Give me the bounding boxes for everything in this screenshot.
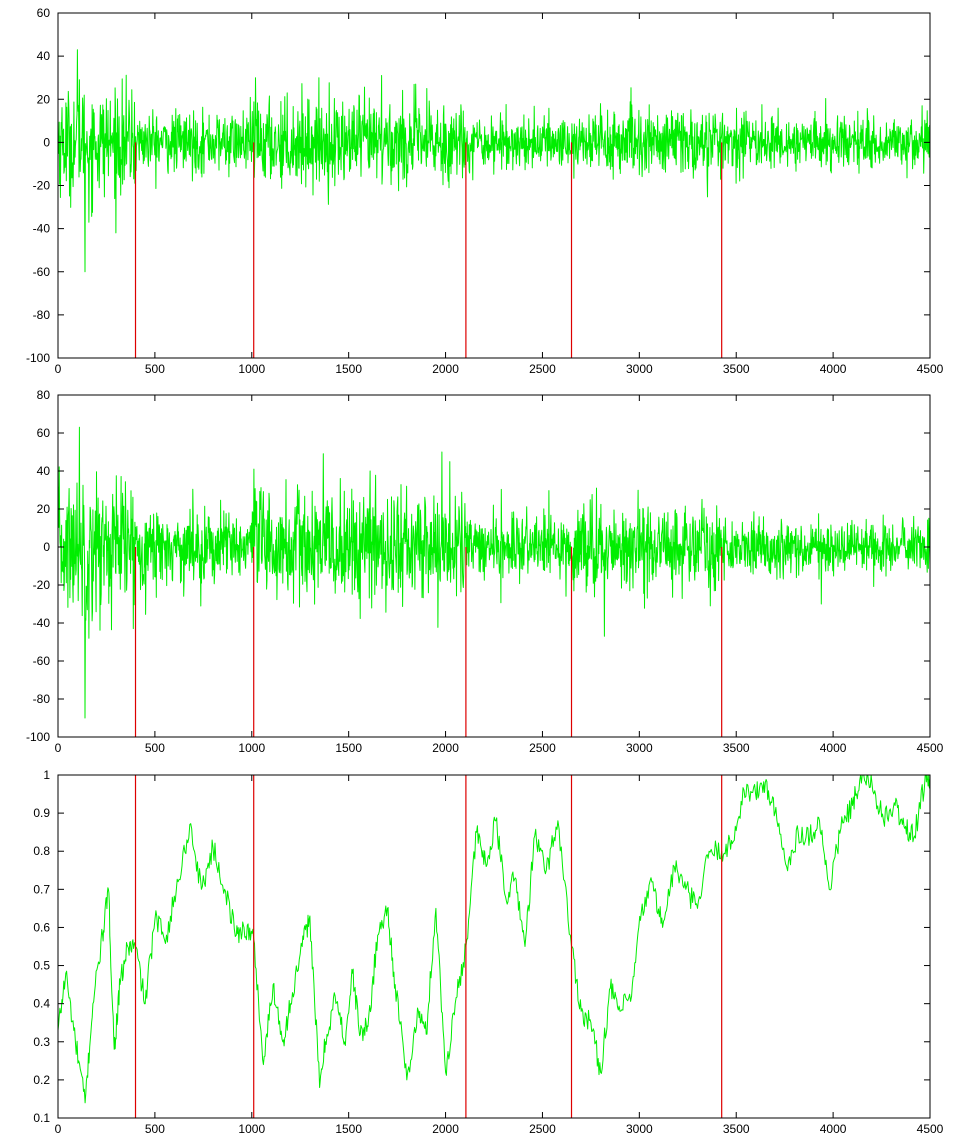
y-tick-label: -80 — [33, 692, 51, 706]
x-tick-label: 1000 — [238, 741, 265, 755]
chart-panel-middle: -100 -80 -60 -40 -20 0 20 40 60 80 0 500 1000 1500 200… — [26, 388, 944, 755]
y-tick-label: -20 — [33, 179, 51, 193]
x-tick-label: 500 — [145, 1122, 165, 1136]
series-line — [58, 426, 930, 719]
chart-panel-bottom: 0.1 0.2 0.3 0.4 0.5 0.6 0.7 0.8 0.9 1 0 500 1000 1500… — [33, 768, 943, 1136]
x-tick-label: 500 — [145, 741, 165, 755]
x-tick-label: 0 — [55, 1122, 62, 1136]
chart-panel-top: -100 -80 -60 -40 -20 0 20 40 60 0 500 1000 1500 2000 2… — [26, 6, 944, 376]
y-tick-label: -60 — [33, 654, 51, 668]
y-tick-label: -20 — [33, 578, 51, 592]
x-tick-label: 3500 — [723, 741, 750, 755]
x-tick-label: 1000 — [238, 1122, 265, 1136]
x-tick-label: 1500 — [335, 741, 362, 755]
y-tick-label: 80 — [37, 388, 51, 402]
y-tick-label: 0.7 — [33, 882, 50, 896]
x-tick-label: 1500 — [335, 1122, 362, 1136]
y-tick-label: -100 — [26, 730, 50, 744]
plot-frame — [57, 774, 931, 1119]
y-tick-label: 0 — [43, 540, 50, 554]
y-tick-label: 60 — [37, 426, 51, 440]
y-tick-label: 1 — [43, 768, 50, 782]
y-tick-label: -100 — [26, 351, 50, 365]
y-tick-label: 0 — [43, 135, 50, 149]
y-tick-label: 60 — [37, 6, 51, 20]
plot-frame — [57, 12, 931, 359]
series-line — [58, 775, 930, 1104]
y-tick-label: 0.8 — [33, 844, 50, 858]
plot-frame — [57, 394, 931, 738]
x-tick-label: 0 — [55, 362, 62, 376]
y-tick-label: 0.9 — [33, 806, 50, 820]
y-tick-label: 40 — [37, 464, 51, 478]
x-tick-label: 2500 — [529, 741, 556, 755]
y-tick-label: 0.1 — [33, 1111, 50, 1125]
y-tick-label: 40 — [37, 49, 51, 63]
x-tick-label: 1000 — [238, 362, 265, 376]
y-tick-label: 20 — [37, 92, 51, 106]
x-tick-label: 2000 — [432, 741, 459, 755]
y-tick-label: -80 — [33, 308, 51, 322]
y-tick-label: 0.5 — [33, 959, 50, 973]
y-tick-label: 0.3 — [33, 1035, 50, 1049]
y-tick-label: 0.4 — [33, 997, 50, 1011]
x-tick-label: 1500 — [335, 362, 362, 376]
y-tick-label: 20 — [37, 502, 51, 516]
y-tick-label: 0.2 — [33, 1073, 50, 1087]
x-tick-label: 4500 — [917, 741, 944, 755]
y-tick-label: -40 — [33, 222, 51, 236]
x-tick-label: 3000 — [626, 362, 653, 376]
y-tick-label: 0.6 — [33, 920, 50, 934]
x-tick-label: 4500 — [917, 1122, 944, 1136]
x-tick-label: 3000 — [626, 741, 653, 755]
x-tick-label: 2500 — [529, 362, 556, 376]
x-tick-label: 2000 — [432, 1122, 459, 1136]
x-tick-label: 3500 — [723, 1122, 750, 1136]
x-tick-label: 4500 — [917, 362, 944, 376]
x-tick-label: 4000 — [820, 1122, 847, 1136]
x-tick-label: 2000 — [432, 362, 459, 376]
x-tick-label: 3500 — [723, 362, 750, 376]
series-line — [58, 49, 930, 273]
x-tick-label: 3000 — [626, 1122, 653, 1136]
x-tick-label: 4000 — [820, 741, 847, 755]
x-tick-label: 4000 — [820, 362, 847, 376]
y-tick-label: -60 — [33, 265, 51, 279]
x-tick-label: 500 — [145, 362, 165, 376]
x-tick-label: 0 — [55, 741, 62, 755]
y-tick-label: -40 — [33, 616, 51, 630]
x-tick-label: 2500 — [529, 1122, 556, 1136]
